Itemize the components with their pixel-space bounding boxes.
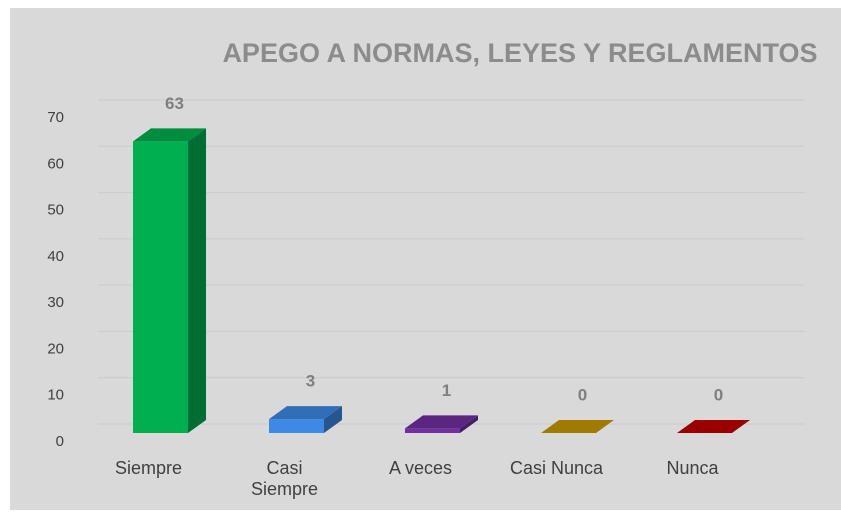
data-label: 3 (306, 372, 315, 391)
x-tick-label: Nunca (666, 458, 719, 478)
bar (405, 415, 478, 433)
bar-top (133, 128, 206, 142)
bar-front (269, 419, 324, 433)
x-tick-label: Siempre (114, 458, 183, 478)
bar-front (405, 428, 460, 433)
bar-front (133, 141, 188, 433)
bar (133, 128, 206, 433)
bar (269, 406, 342, 433)
bar-side (460, 415, 478, 433)
data-label: 0 (714, 385, 723, 404)
y-tick-label: 10 (47, 387, 64, 404)
y-tick-label: 0 (56, 433, 64, 450)
y-tick-label: 50 (47, 202, 64, 219)
bar (677, 420, 750, 433)
bar-top (405, 415, 478, 429)
bar (541, 420, 614, 433)
data-label: 63 (165, 94, 184, 113)
bar-side (324, 406, 342, 433)
bar-top (541, 420, 614, 433)
chart-title: APEGO A NORMAS, LEYES Y REGLAMENTOS (222, 38, 817, 68)
y-tick-label: 70 (47, 109, 64, 126)
data-label: 0 (578, 385, 587, 404)
x-tick-label: Casi Nunca (509, 458, 604, 478)
bar-side (188, 128, 206, 433)
x-tick-label: Casi Siempre (250, 458, 319, 499)
y-tick-label: 20 (47, 340, 64, 357)
y-tick-label: 40 (47, 248, 64, 265)
x-tick-label: A veces (388, 458, 453, 478)
y-tick-label: 30 (47, 294, 64, 311)
bar-top (269, 406, 342, 420)
data-label: 1 (442, 381, 451, 400)
y-tick-label: 60 (47, 155, 64, 172)
bar-top (677, 420, 750, 433)
